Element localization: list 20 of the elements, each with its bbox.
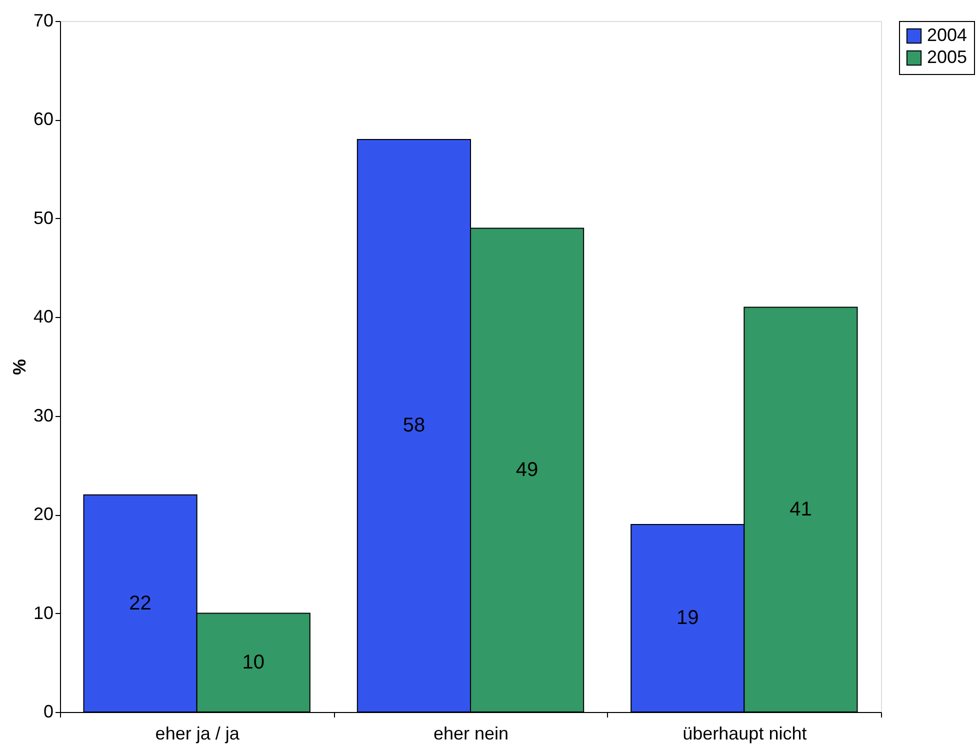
y-tick-label: 10 <box>33 602 54 623</box>
data-label: 10 <box>242 652 264 674</box>
legend-label: 2005 <box>927 47 968 67</box>
y-tick-label: 70 <box>33 10 54 30</box>
data-label: 22 <box>129 592 152 614</box>
y-tick-label: 50 <box>33 208 54 228</box>
legend-label: 2004 <box>927 25 968 45</box>
x-tick-label: überhaupt nicht <box>682 724 807 744</box>
y-tick-label: 30 <box>33 405 54 426</box>
x-tick-label: eher ja / ja <box>155 724 240 744</box>
data-label: 49 <box>516 459 538 482</box>
y-axis-title: % <box>9 358 30 376</box>
y-tick-label: 20 <box>33 504 54 524</box>
data-label: 19 <box>676 607 699 630</box>
y-tick-label: 40 <box>33 306 54 327</box>
y-tick-label: 60 <box>33 109 54 130</box>
data-label: 41 <box>790 498 812 521</box>
x-tick-label: eher nein <box>433 724 509 744</box>
data-label: 58 <box>402 414 426 437</box>
y-tick-label: 0 <box>43 702 54 722</box>
